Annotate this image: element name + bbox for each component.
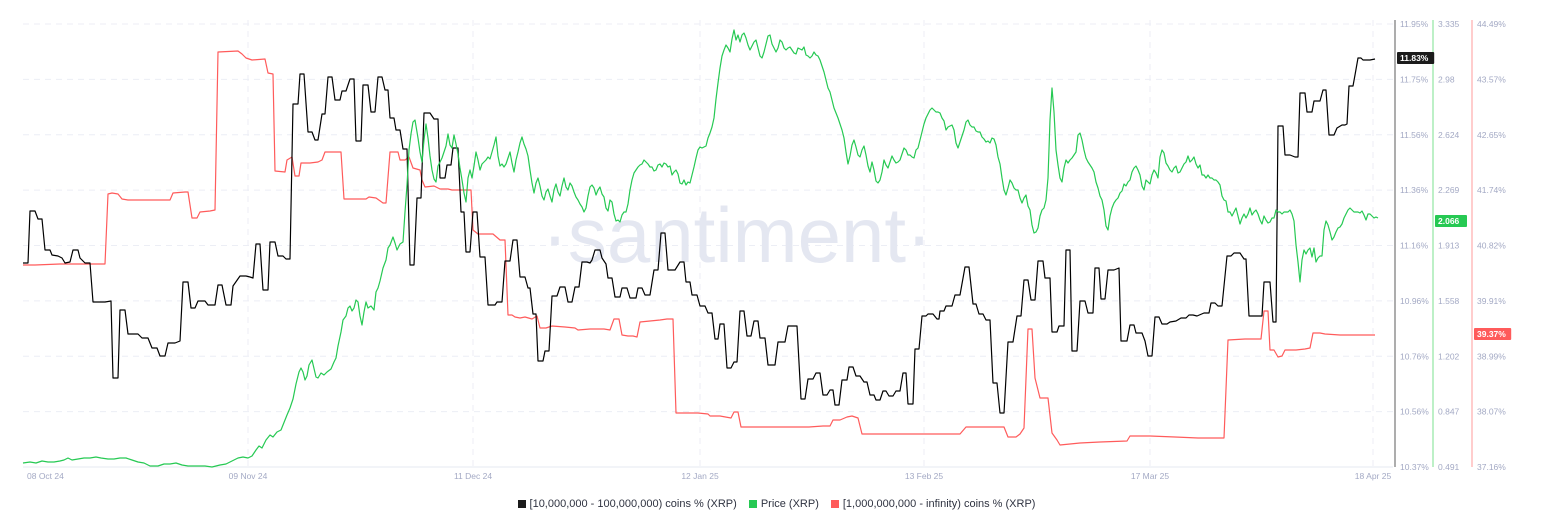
y-tick-label: 11.16% [1400,241,1429,251]
last-value-text: 11.83% [1400,53,1429,63]
y-tick-label: 38.07% [1477,407,1506,417]
y-tick-label: 2.624 [1438,130,1460,140]
y-tick-label: 0.491 [1438,462,1460,472]
legend-item-mid-holders[interactable]: [10,000,000 - 100,000,000) coins % (XRP) [517,496,737,512]
x-tick-label: 18 Apr 25 [1355,471,1392,481]
y-tick-label: 10.76% [1400,351,1429,361]
y-tick-label: 40.82% [1477,241,1506,251]
y-tick-label: 37.16% [1477,462,1506,472]
y-axes: 11.95% 11.75% 11.56% 11.36% 11.16% 10.96% 10.7… [1394,19,1506,472]
x-tick-label: 17 Mar 25 [1131,471,1170,481]
y-tick-label: 1.558 [1438,296,1460,306]
gridlines [23,20,1393,468]
last-value-badge-price [1435,215,1467,227]
y-tick-label: 42.65% [1477,130,1506,140]
y-tick-label: 3.335 [1438,19,1460,29]
chart-legend: [10,000,000 - 100,000,000) coins % (XRP)… [0,496,1541,512]
legend-swatch-square-icon [830,500,839,508]
y-tick-label: 11.75% [1400,74,1429,84]
legend-label: [1,000,000,000 - infinity) coins % (XRP) [842,498,1036,510]
legend-item-price[interactable]: Price (XRP) [748,496,819,512]
legend-swatch-square-icon [517,500,526,508]
x-tick-label: 08 Oct 24 [27,471,64,481]
x-axis: 08 Oct 24 09 Nov 24 11 Dec 24 12 Jan 25 13 F… [27,471,1391,481]
last-value-badge-holders_mid [1397,52,1435,64]
x-tick-label: 12 Jan 25 [681,471,719,481]
y-tick-label: 38.99% [1477,351,1506,361]
x-tick-label: 13 Feb 25 [905,471,944,481]
last-value-text: 2.066 [1438,216,1460,226]
legend-swatch-square-icon [748,500,757,508]
series-line-holders_whale[interactable] [23,50,1375,446]
legend-label: [10,000,000 - 100,000,000) coins % (XRP) [529,498,737,510]
y-tick-label: 11.56% [1400,130,1429,140]
y-tick-label: 2.98 [1438,74,1455,84]
x-tick-label: 09 Nov 24 [229,471,268,481]
y-tick-label: 11.36% [1400,185,1429,195]
y-tick-label: 0.847 [1438,407,1460,417]
series-line-holders_mid[interactable] [23,57,1376,414]
y-tick-label: 11.95% [1400,19,1429,29]
chart-canvas[interactable]: ·santiment· 11.95% 11.75% 11.56% 11.36% 11.1… [0,0,1541,490]
y-tick-label: 10.37% [1400,462,1429,472]
series-lines [22,29,1379,468]
last-value-badges: 11.83% 2.066 39.37% [1397,52,1512,340]
legend-item-whale-holders[interactable]: [1,000,000,000 - infinity) coins % (XRP) [830,496,1036,512]
watermark-logo: ·santiment· [542,191,932,279]
y-tick-label: 39.91% [1477,296,1506,306]
last-value-text: 39.37% [1477,329,1506,339]
y-tick-label: 10.56% [1400,407,1429,417]
legend-label: Price (XRP) [760,498,819,510]
y-tick-label: 44.49% [1477,19,1506,29]
series-line-price[interactable] [22,29,1379,468]
y-tick-label: 1.913 [1438,241,1460,251]
x-tick-label: 11 Dec 24 [454,471,492,481]
y-tick-label: 43.57% [1477,74,1506,84]
y-tick-label: 10.96% [1400,296,1429,306]
y-tick-label: 2.269 [1438,185,1460,195]
y-tick-label: 41.74% [1477,185,1506,195]
y-tick-label: 1.202 [1438,351,1460,361]
last-value-badge-holders_whale [1474,328,1512,340]
